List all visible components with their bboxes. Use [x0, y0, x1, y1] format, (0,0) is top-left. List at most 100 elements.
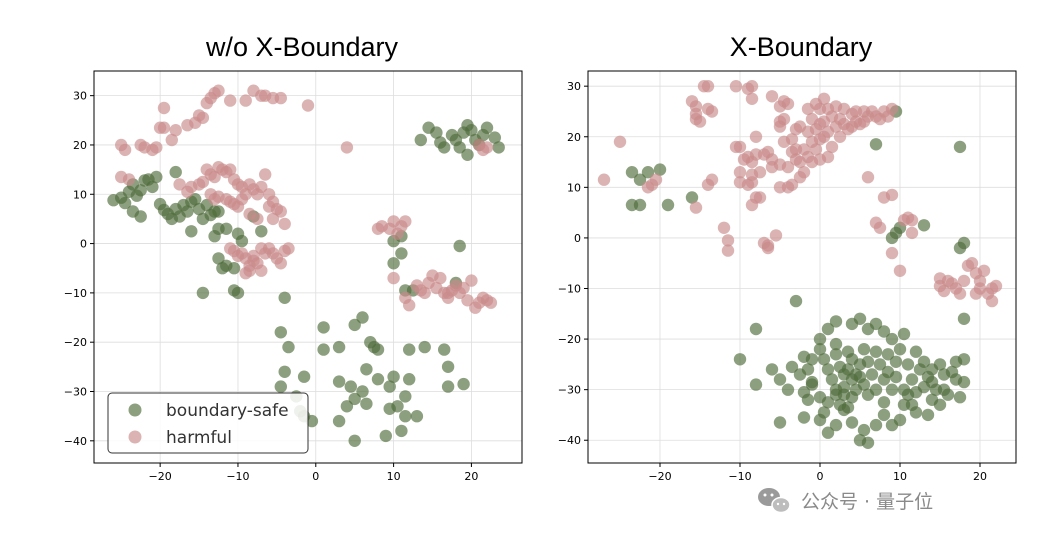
- point-boundary-safe: [212, 205, 225, 218]
- x-tick-label-right: 10: [893, 470, 907, 483]
- point-harmful: [749, 130, 763, 143]
- point-boundary-safe: [134, 210, 147, 223]
- legend-box: [107, 392, 309, 454]
- point-harmful: [157, 101, 171, 115]
- point-boundary-safe: [633, 173, 647, 186]
- point-boundary-safe: [480, 121, 494, 134]
- point-boundary-safe: [430, 126, 443, 139]
- point-harmful: [239, 94, 252, 107]
- point-harmful: [973, 274, 987, 288]
- point-boundary-safe: [857, 343, 871, 356]
- point-harmful: [825, 140, 839, 154]
- point-boundary-safe: [765, 363, 779, 376]
- point-boundary-safe: [829, 348, 843, 361]
- point-boundary-safe: [957, 375, 971, 389]
- point-harmful: [150, 141, 163, 154]
- point-boundary-safe: [356, 311, 369, 324]
- y-tick-label-right: 30: [567, 80, 581, 93]
- point-boundary-safe: [821, 426, 835, 439]
- point-boundary-safe: [829, 337, 843, 351]
- point-boundary-safe: [395, 247, 408, 260]
- y-tick-label-right: −40: [558, 434, 581, 447]
- point-harmful: [457, 281, 470, 295]
- x-tick-label-right: −10: [728, 470, 751, 483]
- point-boundary-safe: [212, 252, 225, 265]
- point-harmful: [224, 94, 237, 107]
- point-harmful: [441, 286, 455, 300]
- point-boundary-safe: [793, 368, 807, 381]
- point-boundary-safe: [869, 317, 883, 331]
- point-boundary-safe: [305, 414, 319, 428]
- point-boundary-safe: [869, 138, 883, 151]
- point-harmful: [282, 242, 295, 255]
- point-boundary-safe: [841, 401, 855, 414]
- point-boundary-safe: [957, 312, 971, 325]
- point-boundary-safe: [196, 286, 210, 300]
- point-boundary-safe: [789, 294, 803, 308]
- point-harmful: [781, 97, 795, 111]
- points-right: [597, 80, 1003, 449]
- point-harmful: [208, 170, 221, 184]
- point-harmful: [689, 201, 703, 214]
- point-harmful: [157, 121, 171, 134]
- point-harmful: [461, 294, 474, 307]
- point-boundary-safe: [949, 355, 963, 368]
- point-boundary-safe: [877, 396, 891, 409]
- point-boundary-safe: [383, 402, 396, 415]
- point-boundary-safe: [231, 286, 245, 300]
- point-boundary-safe: [235, 234, 249, 248]
- point-harmful: [278, 217, 291, 231]
- point-boundary-safe: [227, 262, 241, 275]
- point-boundary-safe: [857, 378, 871, 391]
- y-tick-label-right: 20: [567, 131, 581, 144]
- point-harmful: [701, 80, 715, 93]
- point-boundary-safe: [825, 373, 839, 386]
- point-boundary-safe: [889, 355, 903, 368]
- point-boundary-safe: [901, 358, 915, 371]
- point-boundary-safe: [465, 124, 478, 137]
- point-harmful: [243, 264, 256, 277]
- point-boundary-safe: [873, 358, 887, 371]
- point-boundary-safe: [457, 377, 470, 391]
- point-boundary-safe: [274, 326, 287, 339]
- point-boundary-safe: [805, 375, 819, 389]
- point-boundary-safe: [399, 410, 412, 423]
- point-harmful: [989, 279, 1003, 293]
- point-boundary-safe: [877, 325, 891, 338]
- plot-frame-left: [93, 70, 523, 464]
- legend: boundary-safe harmful: [107, 392, 309, 454]
- point-boundary-safe: [817, 406, 831, 419]
- point-boundary-safe: [348, 318, 361, 332]
- point-boundary-safe: [893, 343, 907, 356]
- point-harmful: [434, 271, 447, 285]
- point-boundary-safe: [348, 434, 361, 447]
- plot-panel-left: w/o X-Boundary −20 −10 0 10 20 −40 −30 −20 −10 0 1…: [64, 32, 523, 483]
- point-boundary-safe: [749, 378, 763, 391]
- point-boundary-safe: [957, 236, 971, 250]
- legend-label-harmful: harmful: [166, 428, 232, 448]
- point-boundary-safe: [387, 370, 400, 383]
- point-harmful: [387, 271, 400, 285]
- point-boundary-safe: [403, 373, 416, 386]
- point-harmful: [905, 226, 919, 240]
- point-harmful: [613, 135, 627, 148]
- point-harmful: [693, 115, 707, 128]
- point-boundary-safe: [220, 222, 233, 235]
- point-boundary-safe: [118, 196, 132, 210]
- point-boundary-safe: [146, 180, 159, 194]
- point-boundary-safe: [255, 225, 268, 238]
- point-harmful: [255, 264, 268, 277]
- point-harmful: [247, 249, 260, 263]
- point-harmful: [196, 111, 210, 125]
- point-boundary-safe: [897, 327, 911, 341]
- x-tick-label-left: 20: [464, 470, 478, 483]
- point-boundary-safe: [169, 165, 182, 179]
- point-boundary-safe: [909, 406, 923, 419]
- point-boundary-safe: [150, 170, 163, 184]
- point-harmful: [484, 296, 498, 309]
- point-harmful: [817, 92, 831, 106]
- point-harmful: [262, 200, 276, 213]
- point-boundary-safe: [845, 416, 859, 429]
- point-harmful: [885, 246, 899, 260]
